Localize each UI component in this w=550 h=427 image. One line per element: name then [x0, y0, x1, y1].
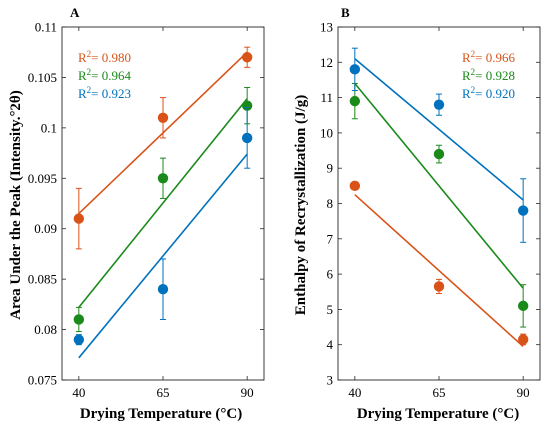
chart-b-fit-lines [354, 58, 524, 348]
data-point [433, 99, 445, 110]
data-point [433, 148, 445, 160]
y-tick-label: 0.075 [28, 373, 57, 388]
data-point [433, 281, 445, 292]
fit-line [78, 98, 248, 308]
y-tick-label: 6 [327, 267, 334, 282]
chart-a-r2-labels: R2= 0.980 R2= 0.964 R2= 0.923 [78, 49, 132, 101]
fit-line [354, 194, 524, 348]
y-tick-label: 5 [327, 302, 334, 317]
x-tick-label: 90 [241, 385, 254, 400]
chart-b-axes: 3 4 5 6 7 8 9 10 11 12 13 40 65 90 [320, 20, 541, 400]
y-tick-label: 0.085 [28, 272, 57, 287]
data-point [517, 300, 529, 312]
data-point [73, 334, 85, 345]
data-point [73, 314, 85, 325]
r2-label: R2= 0.980 [78, 49, 131, 65]
y-tick-label: 4 [327, 337, 334, 352]
y-tick-label: 0.08 [34, 322, 57, 337]
y-tick-label: 0.11 [35, 20, 57, 35]
y-tick-label: 8 [327, 196, 334, 211]
data-point [157, 173, 169, 184]
data-point [349, 64, 361, 75]
x-tick-label: 65 [433, 385, 446, 400]
chart-b-points [349, 47, 529, 346]
chart-a-ylabel: Area Under the Peak (Intensity.°2θ) [8, 90, 24, 320]
chart-a-xlabel: Drying Temperature (°C) [80, 406, 242, 422]
chart-b-r2-labels: R2= 0.966 R2= 0.928 R2= 0.920 [462, 49, 516, 101]
r2-label: R2= 0.928 [462, 67, 515, 83]
x-tick-label: 40 [72, 385, 85, 400]
chart-a-points [73, 46, 253, 346]
y-tick-label: 12 [320, 55, 333, 70]
r2-label: R2= 0.964 [78, 67, 132, 83]
panel-label-b: B [341, 5, 350, 20]
y-tick-label: 0.1 [41, 120, 57, 135]
fit-line [354, 82, 524, 289]
data-point [157, 112, 169, 123]
y-tick-label: 7 [327, 231, 334, 246]
data-point [517, 205, 529, 216]
data-point [349, 95, 361, 107]
data-point [241, 100, 253, 111]
chart-a-axes: 0.075 0.08 0.085 0.09 0.095 0.1 0.105 0.11 40 65 9… [28, 20, 265, 400]
data-point [349, 180, 361, 192]
x-tick-label: 65 [157, 385, 170, 400]
panel-label-a: A [70, 5, 80, 20]
r2-label: R2= 0.923 [78, 85, 131, 101]
chart-b-ylabel: Enthalpy of Recrystallization (J/g) [293, 95, 309, 315]
data-point [241, 52, 253, 63]
chart-a: A 0.075 0.08 0.085 0.09 0.095 0.1 0.105 0.11 40 6… [8, 5, 265, 422]
y-tick-label: 9 [327, 161, 334, 176]
data-point [73, 213, 85, 224]
y-tick-label: 0.095 [28, 171, 57, 186]
x-tick-label: 90 [517, 385, 530, 400]
data-point [157, 284, 169, 295]
y-tick-label: 10 [320, 125, 333, 140]
r2-label: R2= 0.966 [462, 49, 516, 65]
fit-line [78, 153, 248, 359]
fit-line [354, 58, 524, 201]
chart-b-xlabel: Drying Temperature (°C) [357, 406, 519, 422]
y-tick-label: 0.09 [34, 221, 57, 236]
y-tick-label: 11 [320, 90, 333, 105]
y-tick-label: 0.105 [28, 70, 57, 85]
x-tick-label: 40 [348, 385, 361, 400]
data-point [241, 132, 253, 144]
r2-label: R2= 0.920 [462, 85, 515, 101]
y-tick-label: 13 [320, 20, 333, 35]
y-tick-label: 3 [327, 373, 334, 388]
data-point [517, 334, 529, 345]
